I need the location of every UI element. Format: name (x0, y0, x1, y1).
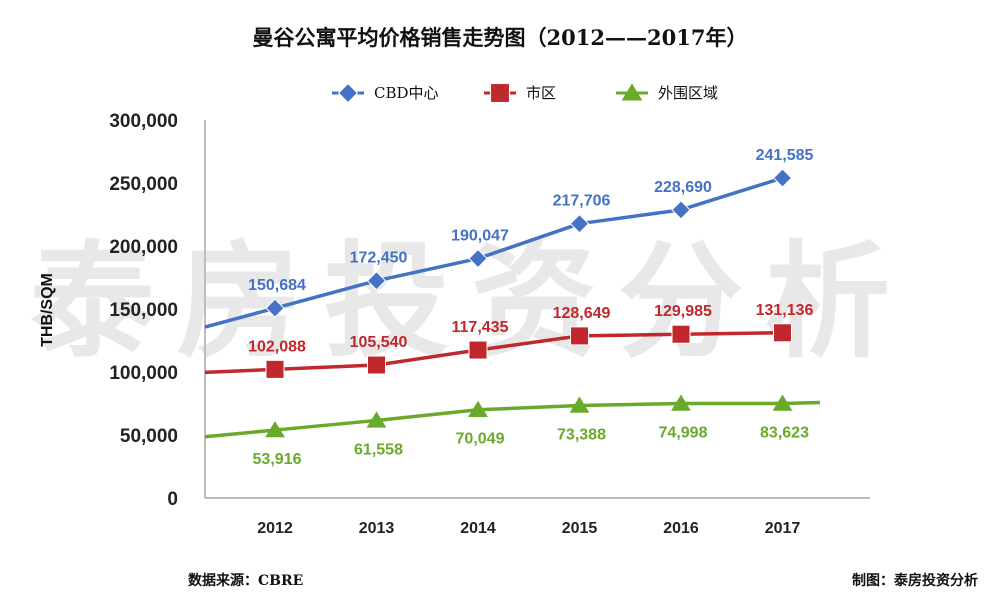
series-line (204, 400, 821, 439)
y-tick-label: 150,000 (109, 300, 178, 321)
data-label: 105,540 (350, 334, 408, 351)
data-label: 117,435 (452, 319, 509, 336)
y-tick-label: 250,000 (109, 174, 178, 195)
data-point (367, 355, 386, 375)
data-label: 74,998 (659, 425, 708, 442)
data-label: 190,047 (451, 228, 509, 245)
data-label: 228,690 (654, 179, 712, 196)
data-point (671, 394, 691, 411)
series-3: 53,916 61,558 70,049 73,388 74,998 83,623 (204, 394, 821, 468)
data-point (366, 271, 387, 291)
data-point (468, 400, 488, 417)
data-point (265, 421, 285, 438)
data-point (366, 411, 387, 428)
legend-marker (337, 82, 359, 104)
data-label: 102,088 (248, 338, 306, 355)
data-point (570, 326, 589, 346)
x-tick-label: 2017 (765, 520, 801, 537)
x-tick-label: 2016 (663, 520, 699, 537)
data-point (569, 213, 590, 234)
data-point (265, 359, 285, 379)
data-label: 73,388 (557, 427, 606, 444)
series-1: 150,684 172,450 190,047 217,706 228,690 241,5… (204, 147, 814, 329)
data-point (468, 248, 488, 269)
data-point (671, 324, 691, 344)
line-chart: 泰房投资分析 300,000 250,000 200,000 150,000 100,0… (30, 82, 912, 537)
data-point (671, 200, 691, 220)
data-point (772, 168, 793, 188)
chart-legend: CBD中心 市区 外围区域 (332, 82, 718, 104)
data-label: 61,558 (354, 441, 403, 458)
x-tick-label: 2014 (460, 520, 496, 537)
y-tick-label: 50,000 (120, 426, 178, 447)
chart-axes: 300,000 250,000 200,000 150,000 100,000 50,00… (109, 111, 870, 537)
series-layer: 150,684 172,450 190,047 217,706 228,690 241,5… (204, 147, 821, 468)
y-tick-label: 200,000 (109, 237, 178, 258)
y-tick-label: 100,000 (109, 363, 178, 384)
data-label: 129,985 (654, 303, 712, 320)
x-tick-label: 2013 (359, 520, 395, 537)
chart-credit: 制图：泰房投资分析 (852, 573, 978, 589)
data-label: 217,706 (553, 193, 611, 210)
data-label: 128,649 (553, 305, 611, 322)
data-point (468, 340, 488, 360)
data-point (773, 323, 792, 343)
legend-label: 市区 (526, 84, 556, 102)
x-tick-label: 2015 (562, 520, 598, 537)
data-point (772, 394, 793, 411)
chart-title: 曼谷公寓平均价格销售走势图（2012——2017年） (252, 25, 748, 50)
data-label: 241,585 (756, 147, 814, 164)
y-tick-label: 0 (167, 489, 178, 510)
x-tick-label: 2012 (257, 520, 293, 537)
series-2: 102,088 105,540 117,435 128,649 129,985 131,1… (204, 302, 814, 379)
legend-marker (490, 83, 510, 103)
data-label: 131,136 (756, 302, 814, 319)
data-source: 数据来源：CBRE (188, 573, 304, 589)
watermark-text: 泰房投资分析 (30, 230, 912, 375)
legend-label: 外围区域 (658, 84, 718, 102)
data-label: 83,623 (760, 425, 809, 442)
data-point (569, 396, 590, 413)
data-label: 70,049 (456, 431, 505, 448)
data-label: 150,684 (248, 277, 306, 294)
data-label: 53,916 (253, 451, 302, 468)
legend-label: CBD中心 (374, 84, 439, 102)
data-point (265, 298, 285, 318)
y-tick-label: 300,000 (109, 111, 178, 132)
legend-marker (621, 83, 643, 101)
data-label: 172,450 (350, 250, 408, 267)
y-axis-label: THB/SQM (39, 273, 56, 347)
